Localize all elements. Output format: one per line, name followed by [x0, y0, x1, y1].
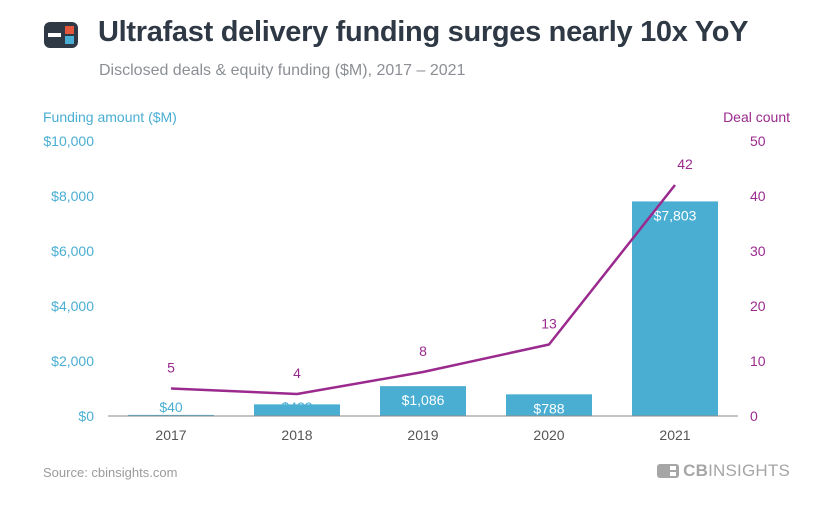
page-subtitle: Disclosed deals & equity funding ($M), 2… [99, 62, 466, 79]
y-right-tick-label: 10 [750, 353, 766, 369]
x-tick-label: 2018 [281, 427, 312, 443]
deal-count-label: 42 [677, 156, 693, 172]
x-axis: 2017 2018 2019 2020 2021 [155, 427, 690, 443]
deal-count-label: 5 [167, 360, 175, 376]
deal-count-label: 8 [419, 343, 427, 359]
y-right-tick-label: 50 [750, 133, 766, 149]
y-axis-left-title: Funding amount ($M) [43, 109, 177, 125]
x-tick-label: 2017 [155, 427, 186, 443]
bar-labels: $40 $423 $1,086 $788 $7,803 [159, 207, 696, 416]
y-axis-left: $0 $2,000 $4,000 $6,000 $8,000 $10,000 [43, 133, 94, 424]
bar-2018 [254, 404, 340, 416]
x-tick-label: 2021 [659, 427, 690, 443]
page-title: Ultrafast delivery funding surges nearly… [98, 16, 749, 48]
bar-2017 [128, 414, 214, 416]
y-axis-right: 0 10 20 30 40 50 [750, 133, 766, 424]
x-tick-label: 2020 [533, 427, 564, 443]
deal-count-label: 4 [293, 365, 301, 381]
y-right-tick-label: 20 [750, 298, 766, 314]
source-note: Source: cbinsights.com [43, 465, 178, 480]
deal-count-label: 13 [541, 316, 557, 332]
y-left-tick-label: $4,000 [51, 298, 94, 314]
bar-value-label: $7,803 [654, 207, 697, 223]
bar-2019 [380, 386, 466, 416]
y-right-tick-label: 0 [750, 408, 758, 424]
bar-2020 [506, 394, 592, 416]
brand-logo: CB INSIGHTS [657, 461, 790, 481]
cb-logo-icon [657, 464, 680, 478]
y-left-tick-label: $2,000 [51, 353, 94, 369]
bar-value-label: $40 [159, 399, 183, 415]
y-right-tick-label: 30 [750, 243, 766, 259]
bar-value-label: $423 [281, 399, 312, 415]
cb-insights-logo-icon [44, 22, 78, 48]
x-tick-label: 2019 [407, 427, 438, 443]
deal-count-line-group [170, 184, 676, 396]
y-left-tick-label: $6,000 [51, 243, 94, 259]
bar-value-label: $788 [533, 400, 564, 416]
y-right-tick-label: 40 [750, 188, 766, 204]
bars [128, 201, 718, 416]
brand-rest: INSIGHTS [708, 461, 790, 480]
deal-count-line [170, 184, 676, 396]
y-left-tick-label: $0 [78, 408, 94, 424]
bar-2021 [632, 201, 718, 416]
y-axis-right-title: Deal count [723, 109, 790, 125]
y-left-tick-label: $8,000 [51, 188, 94, 204]
y-left-tick-label: $10,000 [43, 133, 94, 149]
brand-bold: CB [683, 461, 709, 480]
bar-value-label: $1,086 [402, 392, 445, 408]
line-labels: 5 4 8 13 42 [167, 156, 693, 381]
